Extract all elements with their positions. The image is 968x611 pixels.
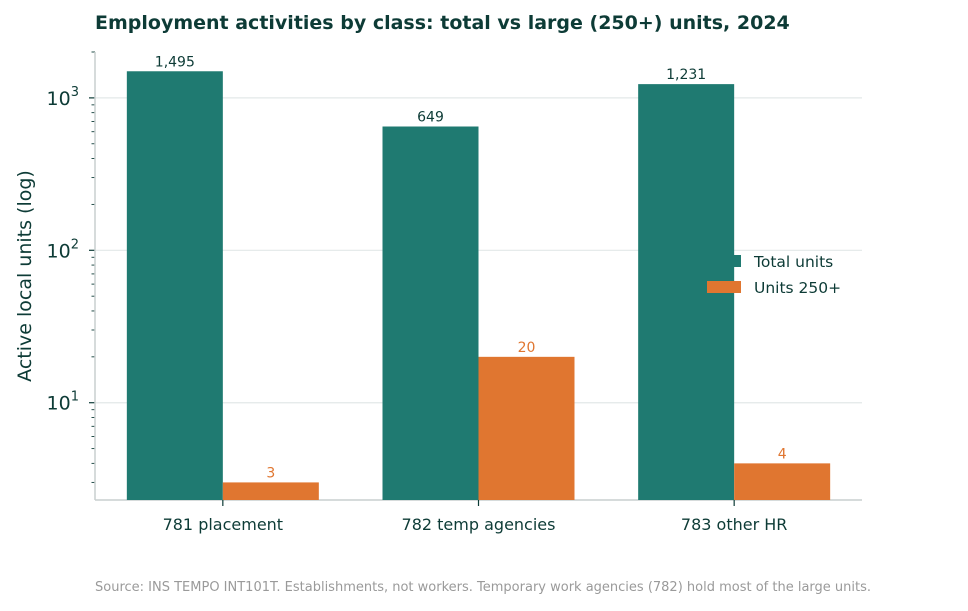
legend-label-large: Units 250+ — [754, 279, 841, 297]
y-axis-label: Active local units (log) — [14, 170, 36, 382]
data-label-large-0: 3 — [266, 465, 275, 481]
y-tick-label-0: 101 — [47, 390, 79, 415]
source-note: Source: INS TEMPO INT101T. Establishment… — [95, 580, 872, 595]
y-tick-label-1: 102 — [47, 237, 79, 262]
bar-large-1 — [478, 356, 575, 500]
legend-swatch-total — [731, 255, 741, 267]
data-label-large-1: 20 — [518, 340, 536, 356]
bar-large-2 — [734, 463, 831, 500]
bar-large-0 — [222, 482, 319, 500]
legend-swatch-large — [707, 281, 741, 293]
x-tick-label-0: 781 placement — [163, 515, 284, 534]
bar-total-0 — [126, 71, 223, 500]
y-tick-base: 10 — [47, 240, 71, 262]
chart-title: Employment activities by class: total vs… — [95, 12, 790, 34]
x-tick-label-1: 782 temp agencies — [402, 515, 556, 534]
data-label-total-0: 1,495 — [155, 54, 195, 70]
data-label-total-2: 1,231 — [666, 67, 706, 83]
data-label-large-2: 4 — [778, 446, 787, 462]
y-tick-label-2: 103 — [47, 85, 79, 110]
y-tick-exponent: 3 — [71, 85, 79, 100]
y-tick-base: 10 — [47, 88, 71, 110]
bar-total-1 — [382, 126, 479, 500]
data-label-total-1: 649 — [417, 109, 444, 125]
legend-label-total: Total units — [753, 253, 833, 271]
y-tick-exponent: 2 — [71, 237, 79, 252]
x-tick-label-2: 783 other HR — [681, 515, 787, 534]
y-tick-exponent: 1 — [71, 390, 79, 405]
y-tick-base: 10 — [47, 393, 71, 415]
